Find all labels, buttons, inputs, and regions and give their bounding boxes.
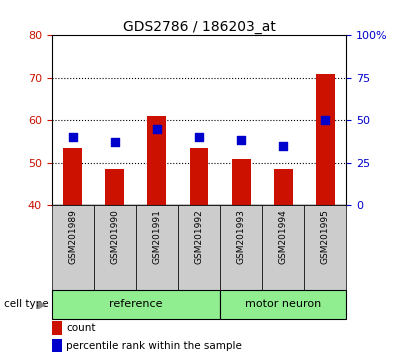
Bar [105, 169, 124, 205]
Bar [220, 290, 346, 319]
Bar [136, 205, 178, 290]
Text: GSM201992: GSM201992 [195, 210, 203, 264]
Bar [178, 205, 220, 290]
Bar [147, 116, 166, 205]
Text: GSM201993: GSM201993 [236, 210, 246, 264]
Text: GSM201995: GSM201995 [321, 210, 330, 264]
Text: GSM201994: GSM201994 [279, 210, 288, 264]
Text: motor neuron: motor neuron [245, 299, 321, 309]
Bar [52, 290, 220, 319]
Bar [63, 148, 82, 205]
Bar [94, 205, 136, 290]
Bar [304, 205, 346, 290]
Bar [316, 74, 335, 205]
Point [154, 126, 160, 132]
Point [70, 135, 76, 140]
Bar [232, 159, 250, 205]
Point [238, 137, 244, 143]
Text: GSM201991: GSM201991 [152, 210, 162, 264]
Point [196, 135, 202, 140]
Bar [274, 169, 293, 205]
Text: reference: reference [109, 299, 163, 309]
Text: GSM201989: GSM201989 [68, 210, 77, 264]
Point [322, 118, 328, 123]
Text: ▶: ▶ [38, 299, 46, 309]
Bar [52, 205, 94, 290]
Bar [262, 205, 304, 290]
Point [112, 139, 118, 145]
Bar [189, 148, 209, 205]
Text: percentile rank within the sample: percentile rank within the sample [66, 341, 242, 351]
Text: count: count [66, 323, 96, 333]
Bar [52, 321, 62, 335]
Point [280, 143, 286, 149]
Bar [52, 339, 62, 352]
Title: GDS2786 / 186203_at: GDS2786 / 186203_at [123, 21, 275, 34]
Bar [220, 205, 262, 290]
Text: GSM201990: GSM201990 [110, 210, 119, 264]
Text: cell type: cell type [4, 299, 49, 309]
